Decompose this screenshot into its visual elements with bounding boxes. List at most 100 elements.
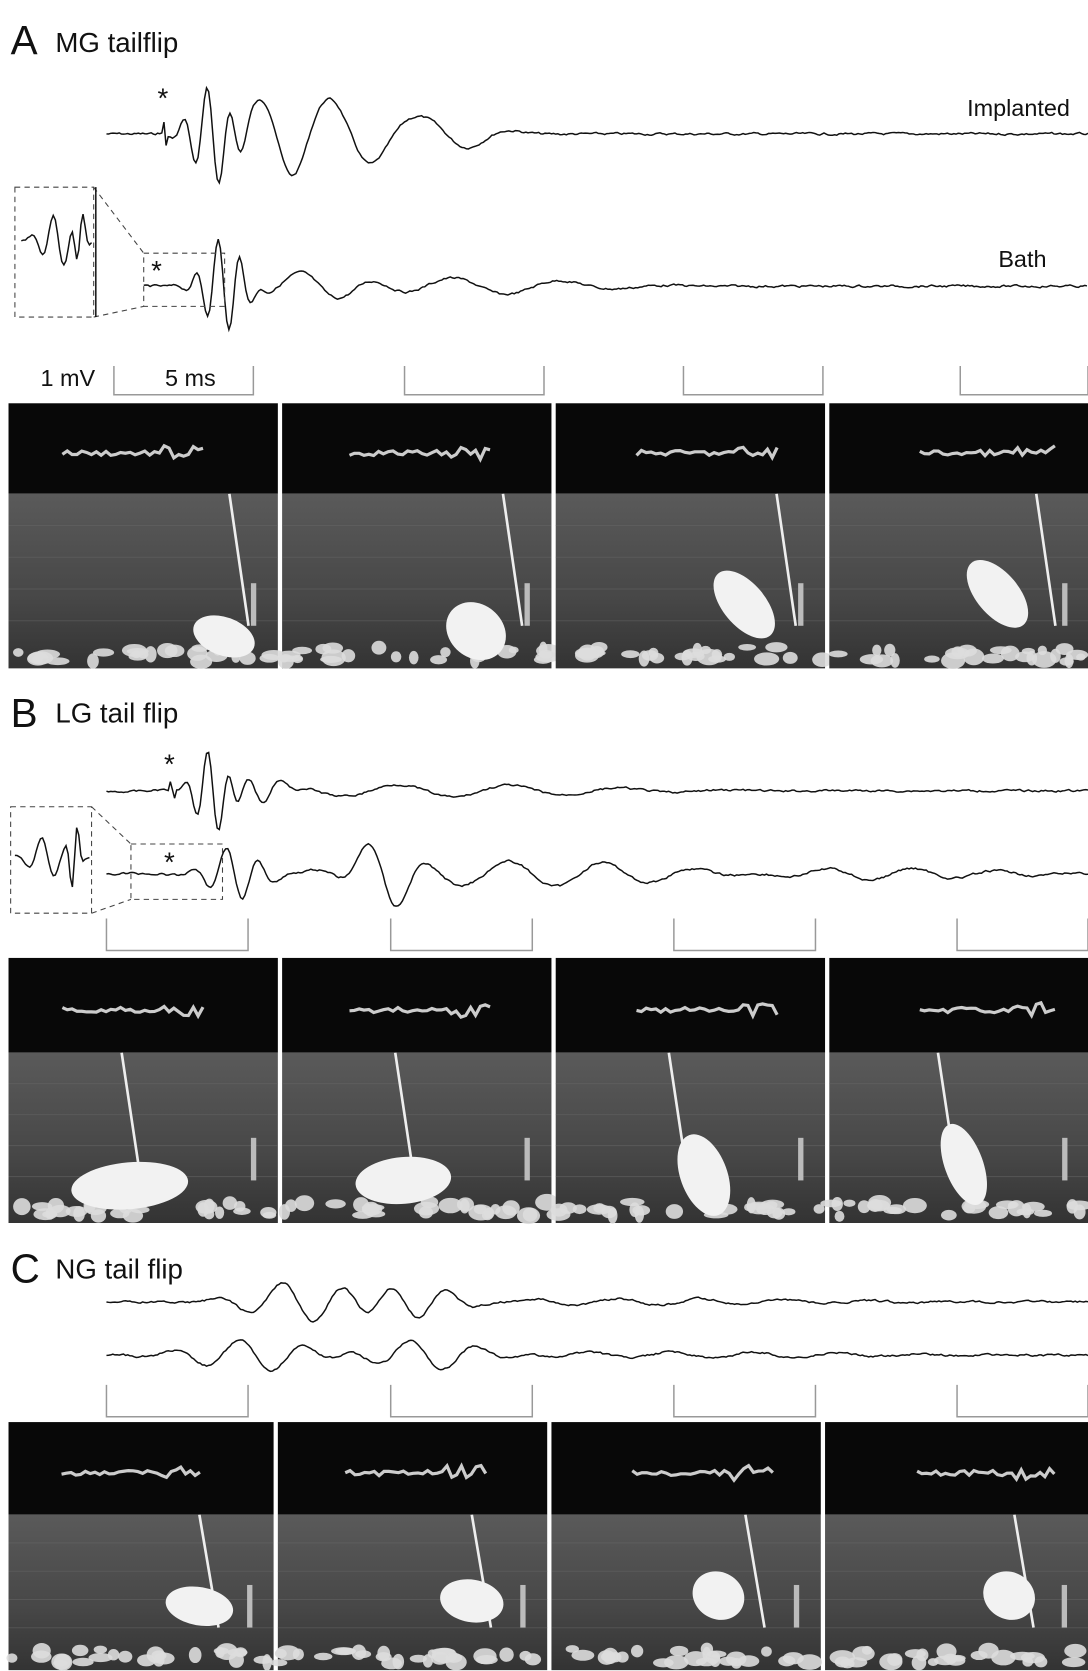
gravel: [31, 1202, 53, 1211]
gravel: [1020, 1651, 1046, 1664]
electrode: [501, 493, 524, 626]
ruler: [793, 1584, 800, 1628]
gravel: [313, 1652, 333, 1661]
gravel: [886, 1204, 907, 1215]
gravel: [746, 1197, 756, 1214]
ruler: [250, 583, 257, 626]
gravel: [765, 1201, 778, 1209]
gravel: [700, 1642, 714, 1656]
scale-bar: [389, 1384, 534, 1418]
video-scene: [825, 1514, 1088, 1671]
gravel: [630, 1644, 644, 1658]
gravel: [665, 1204, 684, 1219]
gravel: [51, 1653, 71, 1670]
marker: *: [158, 82, 169, 113]
animal: [677, 1134, 731, 1216]
ruler: [524, 1137, 530, 1181]
inset-box: [10, 806, 93, 914]
gravel: [233, 1207, 251, 1215]
electrode: [120, 1052, 143, 1181]
gravel: [409, 1654, 427, 1663]
gravel: [390, 651, 402, 663]
gravel: [430, 655, 448, 665]
gravel: [708, 655, 727, 663]
video-strip: [555, 957, 826, 1053]
gravel: [118, 1650, 133, 1663]
animal: [692, 1571, 745, 1620]
gravel: [445, 1652, 463, 1663]
trace-label: Implanted: [967, 95, 1070, 121]
panel-letter: A: [11, 17, 38, 63]
gravel: [270, 1659, 288, 1667]
video-trace: [631, 1463, 774, 1483]
video-strip: [551, 1422, 821, 1515]
animal: [940, 1123, 987, 1206]
panel-letter: C: [11, 1246, 40, 1292]
gravel: [71, 1644, 89, 1657]
animal: [71, 1161, 189, 1210]
gravel: [754, 652, 780, 666]
ruler: [1062, 1137, 1068, 1181]
gravel: [427, 1649, 437, 1659]
gravel: [6, 1653, 18, 1663]
gravel: [468, 1204, 494, 1221]
video-trace: [919, 444, 1056, 459]
trace: [106, 751, 1088, 831]
gravel: [872, 644, 882, 656]
panel-letter: B: [11, 690, 38, 736]
gravel: [73, 1206, 85, 1222]
gravel: [988, 1206, 1009, 1220]
gravel: [571, 1649, 595, 1661]
gravel: [1066, 1199, 1078, 1214]
gravel: [151, 1650, 167, 1661]
gravel: [377, 1645, 391, 1661]
gravel: [962, 1202, 976, 1214]
animal: [983, 1571, 1035, 1620]
gravel: [620, 1197, 645, 1207]
scale-bar: [673, 918, 817, 952]
gravel: [669, 1645, 689, 1657]
gravel: [137, 1654, 156, 1667]
gravel: [475, 1654, 498, 1665]
gravel: [351, 1644, 367, 1660]
video-strip: [277, 1422, 548, 1515]
gravel: [27, 651, 54, 665]
gravel: [870, 654, 894, 668]
video-strip: [8, 957, 278, 1053]
zoom-line: [91, 806, 132, 914]
video-strip: [555, 403, 826, 494]
video-trace: [916, 1466, 1056, 1483]
panel-title: NG tail flip: [55, 1253, 183, 1284]
ruler: [798, 1137, 804, 1181]
gravel: [320, 655, 342, 663]
scale-label: 5 ms: [165, 365, 216, 391]
gravel: [653, 1658, 674, 1668]
trace: [143, 238, 1088, 333]
video-strip: [282, 403, 552, 494]
gravel: [188, 1646, 202, 1664]
video-strip: [282, 957, 552, 1053]
animal: [713, 570, 775, 639]
marker: *: [164, 749, 175, 780]
gravel: [843, 1199, 856, 1207]
gravel: [222, 1196, 238, 1210]
gravel: [765, 642, 788, 653]
trace: [106, 85, 1088, 185]
gravel: [499, 1647, 514, 1662]
gravel: [322, 642, 344, 654]
gravel: [13, 1198, 31, 1216]
scale-bar: [959, 366, 1088, 396]
gravel: [32, 1642, 51, 1659]
video-scene: [555, 493, 826, 669]
trace: [106, 1282, 1088, 1323]
scale-label: 1 mV: [40, 365, 95, 391]
ruler: [798, 583, 804, 626]
gravel: [649, 652, 665, 664]
gravel: [616, 1651, 629, 1663]
gravel: [190, 654, 213, 669]
ruler: [520, 1584, 526, 1628]
gravel: [812, 652, 833, 668]
gravel: [1026, 650, 1038, 666]
gravel: [362, 1201, 380, 1216]
